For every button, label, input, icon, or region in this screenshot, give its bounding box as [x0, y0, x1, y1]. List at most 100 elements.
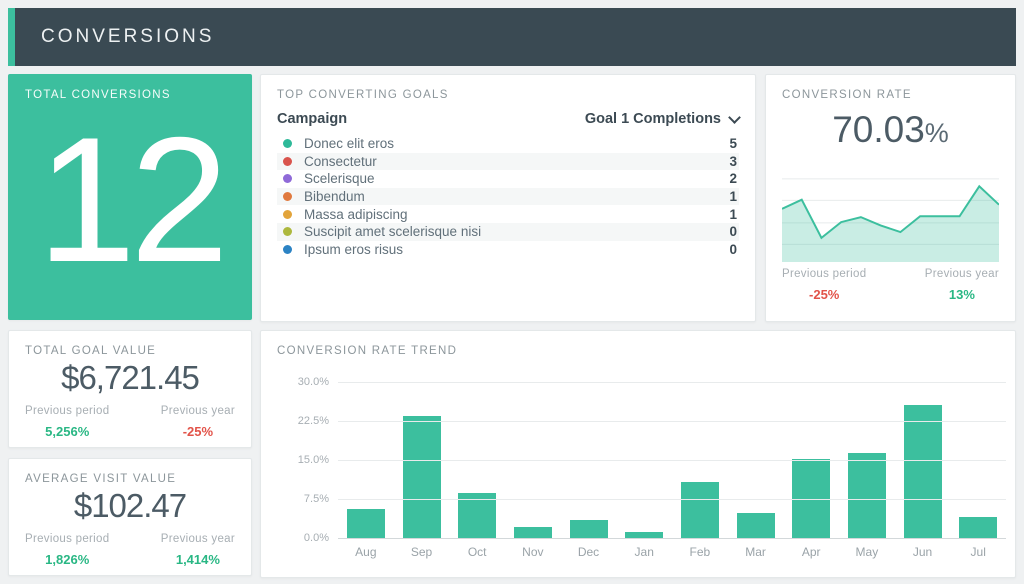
total-conversions-value: 12	[37, 100, 229, 299]
gridline	[338, 538, 1006, 539]
goal-label: Scelerisque	[304, 171, 375, 187]
previous-year-value: 13%	[948, 287, 975, 302]
chevron-down-icon	[728, 110, 741, 124]
trend-bar	[959, 517, 998, 538]
goal-label: Donec elit eros	[304, 136, 395, 152]
gridline	[338, 499, 1006, 500]
previous-period-value: 1,826%	[45, 552, 90, 567]
previous-period-label: Previous period	[25, 405, 110, 417]
trend-bar	[569, 519, 608, 538]
y-tick-label: 7.5%	[303, 493, 329, 505]
series-color-dot	[283, 139, 292, 149]
trend-bar	[402, 415, 441, 538]
trend-x-axis: Aug Sep Oct Nov Dec Jan Feb Mar Apr May Jun Jul	[338, 545, 1006, 559]
x-tick-label: Jun	[912, 545, 933, 559]
previous-period-label: Previous period	[25, 533, 110, 545]
series-color-dot	[283, 156, 292, 166]
x-tick-label: Oct	[467, 545, 487, 559]
total-goal-value: $6,721.45	[61, 359, 200, 396]
campaign-column-header: Campaign	[277, 111, 348, 127]
conversion-rate-sparkline	[782, 174, 999, 262]
x-tick-label: Sep	[410, 545, 433, 559]
top-converting-goals-card: TOP CONVERTING GOALS Campaign Goal 1 Com…	[260, 74, 756, 322]
goal-value: 0	[729, 241, 737, 257]
trend-bar	[458, 493, 497, 538]
goal-row: Consectetur 3	[277, 152, 739, 171]
bar-slot	[505, 382, 561, 538]
previous-year-block: Previous year 1,414%	[161, 533, 235, 567]
previous-year-value: 1,414%	[175, 552, 220, 567]
trend-bar	[736, 513, 775, 538]
x-tick-label: Jan	[634, 545, 654, 559]
goal-row: Massa adipiscing 1	[277, 205, 739, 223]
previous-year-block: Previous year 13%	[925, 268, 999, 302]
previous-period-block: Previous period -25%	[782, 268, 866, 302]
total-goal-value-card: TOTAL GOAL VALUE $6,721.45 Previous peri…	[8, 330, 252, 448]
x-tick-label: Jul	[970, 545, 986, 559]
trend-bar	[903, 404, 942, 538]
trend-chart: 30.0% 22.5% 15.0% 7.5% 0.0%	[277, 376, 1006, 544]
dashboard-header: CONVERSIONS	[8, 8, 1016, 66]
conversion-rate-card: CONVERSION RATE 70.03% Previous period -…	[765, 74, 1016, 322]
goal-row: Scelerisque 2	[277, 170, 739, 188]
previous-year-label: Previous year	[924, 268, 999, 280]
goal-label: Massa adipiscing	[304, 206, 408, 222]
card-title: TOP CONVERTING GOALS	[277, 89, 449, 101]
goal-row: Donec elit eros 5	[277, 135, 739, 153]
y-tick-label: 22.5%	[297, 415, 329, 427]
bar-slot	[728, 382, 784, 538]
bar-slot	[449, 382, 505, 538]
previous-period-block: Previous period 5,256%	[25, 405, 109, 439]
bar-slot	[561, 382, 617, 538]
comparison-footer: Previous period 5,256% Previous year -25…	[25, 405, 235, 439]
trend-bar	[625, 531, 664, 538]
conversion-rate-value: 70.03%	[832, 109, 949, 150]
bar-slot	[338, 382, 394, 538]
gridline	[338, 460, 1006, 461]
sparkline-chart	[782, 178, 999, 262]
bar-slot	[672, 382, 728, 538]
goals-table-header: Campaign Goal 1 Completions	[277, 110, 741, 127]
goal-value: 2	[729, 171, 737, 187]
goal-label: Suscipit amet scelerisque nisi	[304, 224, 482, 240]
trend-bar	[346, 509, 385, 538]
trend-bar	[680, 481, 719, 538]
bar-slot	[616, 382, 672, 538]
average-visit-value-card: AVERAGE VISIT VALUE $102.47 Previous per…	[8, 458, 252, 576]
gridline	[338, 382, 1006, 383]
goal-label: Consectetur	[304, 153, 377, 169]
card-title: TOTAL GOAL VALUE	[25, 345, 157, 357]
previous-year-value: -25%	[182, 424, 214, 439]
bar-slot	[895, 382, 951, 538]
goal-row: Suscipit amet scelerisque nisi 0	[277, 222, 739, 241]
x-tick-label: Apr	[801, 545, 821, 559]
goal-value: 1	[729, 189, 737, 205]
previous-year-label: Previous year	[160, 405, 235, 417]
card-title: AVERAGE VISIT VALUE	[25, 473, 177, 485]
completions-column-header: Goal 1 Completions	[584, 111, 721, 127]
goal-row: Ipsum eros risus 0	[277, 241, 739, 259]
page-title: CONVERSIONS	[41, 26, 215, 47]
total-conversions-card: TOTAL CONVERSIONS 12	[8, 74, 252, 320]
y-tick-label: 15.0%	[297, 454, 329, 466]
bar-slot	[950, 382, 1006, 538]
card-title: CONVERSION RATE	[782, 89, 912, 101]
goal-value: 5	[729, 136, 737, 152]
y-tick-label: 0.0%	[303, 532, 329, 544]
series-color-dot	[283, 227, 292, 237]
x-tick-label: Dec	[577, 545, 600, 559]
series-color-dot	[283, 244, 292, 254]
goals-rows: Donec elit eros 5 Consectetur 3 Scelerisque 2…	[277, 135, 739, 258]
goal-label: Ipsum eros risus	[304, 241, 404, 257]
goal-value: 1	[729, 206, 737, 222]
completions-sort-button[interactable]: Goal 1 Completions	[584, 110, 741, 127]
x-tick-label: Feb	[689, 545, 711, 559]
previous-year-block: Previous year -25%	[161, 405, 235, 439]
series-color-dot	[283, 209, 292, 219]
previous-year-label: Previous year	[160, 533, 235, 545]
previous-period-label: Previous period	[782, 268, 867, 280]
card-title: TOTAL CONVERSIONS	[25, 89, 171, 101]
bar-slot	[394, 382, 450, 538]
average-visit-value: $102.47	[73, 487, 187, 524]
bar-slot	[783, 382, 839, 538]
